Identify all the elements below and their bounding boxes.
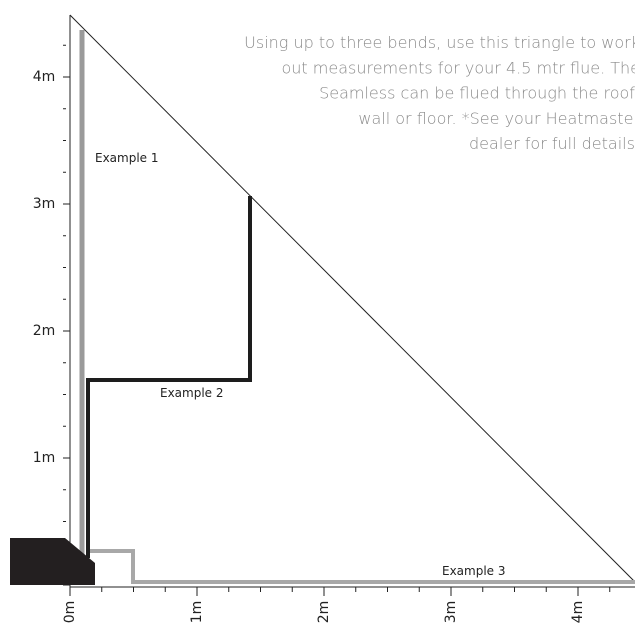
example-2-flue	[86, 196, 252, 558]
note: Using up to three bends, use this triang…	[244, 33, 635, 153]
y-axis-label: 2m	[33, 323, 56, 339]
x-axis-label: 2m	[316, 601, 332, 624]
note-line: Using up to three bends, use this triang…	[244, 33, 635, 52]
x-axis-label: 4m	[570, 601, 586, 624]
y-axis-label: 3m	[33, 196, 56, 212]
note-line: out measurements for your 4.5 mtr flue. …	[281, 58, 635, 77]
stove	[10, 538, 95, 585]
example-3-flue	[90, 549, 635, 584]
example-label: Example 3	[442, 564, 506, 578]
x-axis-label: 1m	[189, 601, 205, 624]
y-axis-label: 1m	[33, 450, 56, 466]
y-axis-labels: 4m 3m 2m 1m	[33, 69, 56, 466]
example-label: Example 2	[160, 386, 224, 400]
axes	[69, 14, 635, 588]
note-line: wall or floor. *See your Heatmaster	[358, 109, 635, 128]
x-axis-label: 0m	[62, 601, 78, 624]
x-axis-label: 3m	[443, 601, 459, 624]
note-line: dealer for full details.	[469, 134, 635, 153]
x-axis-labels: 0m 1m 2m 3m 4m	[62, 601, 586, 624]
note-line: Seamless can be flued through the roof,	[319, 84, 635, 103]
example-label: Example 1	[95, 151, 159, 165]
y-axis-label: 4m	[33, 69, 56, 85]
